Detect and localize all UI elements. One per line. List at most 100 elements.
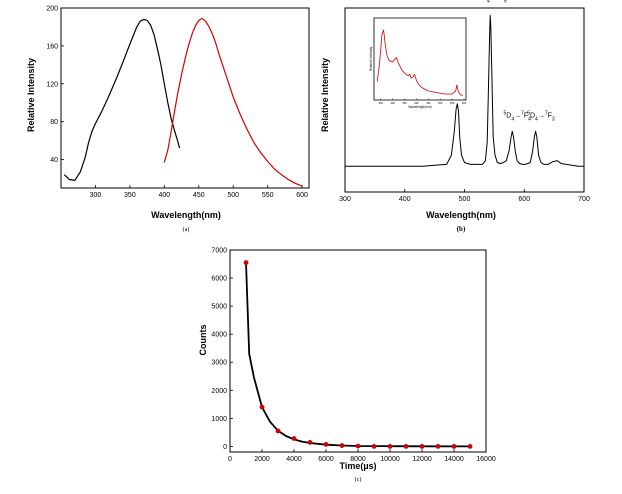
data-point-c xyxy=(435,443,441,449)
annotation-part: 4 xyxy=(487,0,490,4)
a-ytick-label: 200 xyxy=(46,6,58,13)
annotation-part: → xyxy=(490,0,497,1)
inset-xtick-label: 300 xyxy=(390,101,395,105)
annotation-part: 7 xyxy=(545,110,548,116)
a-ytick-label: 40 xyxy=(50,157,58,164)
inset-xtick-label: 400 xyxy=(414,101,419,105)
c-xtick-label: 2000 xyxy=(254,456,270,463)
data-point-c xyxy=(259,404,265,410)
annotation-part: D xyxy=(482,0,487,1)
caption-a: (a) xyxy=(183,226,190,233)
caption-b: (b) xyxy=(457,225,466,233)
inset-ylabel: Relative Intensity xyxy=(369,46,373,71)
c-ytick-label: 5000 xyxy=(211,304,227,311)
inset-xtick-label: 450 xyxy=(426,101,431,105)
fit-curve-c xyxy=(245,262,471,448)
annotation-part: D xyxy=(506,112,511,119)
c-ytick-label: 7000 xyxy=(211,248,227,255)
data-point-c xyxy=(339,443,345,448)
annotation-part: 4 xyxy=(535,116,538,122)
annotation-part: 4 xyxy=(528,116,531,122)
plot-frame-a xyxy=(60,7,310,189)
c-xtick-label: 14000 xyxy=(444,456,464,463)
annotation-part: → xyxy=(514,112,521,119)
c-ytick-label: 0 xyxy=(223,444,227,451)
xlabel-c: Time(µs) xyxy=(339,461,376,471)
b-xtick-label: 500 xyxy=(459,196,471,203)
annotation-part: F xyxy=(524,112,528,119)
c-xtick-label: 16000 xyxy=(476,456,496,463)
b-xtick-label: 400 xyxy=(399,196,411,203)
data-point-c xyxy=(323,442,329,447)
panel-c: Counts Time(µs) (c) 0 2000 4000 6000 8000 100… xyxy=(180,240,510,489)
inset-xtick-label: 600 xyxy=(462,101,467,105)
a-xtick-label: 550 xyxy=(262,192,274,199)
series-a-0-line xyxy=(63,18,181,181)
annotation-part: F xyxy=(500,0,504,1)
inset-xtick-label: 250 xyxy=(379,101,384,105)
ylabel-a: Relative Intensity xyxy=(26,58,36,132)
annotation-part: 5 xyxy=(527,110,530,116)
peak-annotation: 5D4→7F3 xyxy=(527,110,555,122)
ylabel-c: Counts xyxy=(198,325,208,356)
a-xtick-label: 500 xyxy=(227,192,239,199)
chart-c: Counts Time(µs) (c) 0 2000 4000 6000 8000 100… xyxy=(198,248,496,484)
panel-a: Relative Intensity Wavelength(nm) (a) 30… xyxy=(0,0,318,240)
peak-annotation: 5D4→7F5 xyxy=(479,0,507,4)
inset-series-0-line xyxy=(376,29,463,96)
data-point-c xyxy=(275,428,281,434)
c-xtick-label: 6000 xyxy=(318,456,334,463)
inset-xtick-label: 550 xyxy=(450,101,455,105)
annotation-part: F xyxy=(548,112,552,119)
a-xtick-label: 350 xyxy=(124,192,136,199)
xlabel-a: Wavelength(nm) xyxy=(151,210,221,220)
c-ytick-label: 6000 xyxy=(211,276,227,283)
inset-xtick-label: 500 xyxy=(438,101,443,105)
data-point-c xyxy=(355,443,361,449)
a-ytick-label: 160 xyxy=(46,43,58,50)
c-ytick-label: 4000 xyxy=(211,332,227,339)
data-point-c xyxy=(307,440,313,445)
data-point-c xyxy=(419,443,425,449)
plot-frame-c xyxy=(229,249,487,453)
data-point-c xyxy=(403,443,409,449)
a-xtick-label: 400 xyxy=(158,192,170,199)
data-point-c xyxy=(371,443,377,449)
panel-b: Relative Intensity Wavelength(nm) (b) 30… xyxy=(318,0,622,240)
ylabel-b: Relative Intensity xyxy=(320,58,330,132)
peak-annotation: 5D4→7F4 xyxy=(503,110,531,122)
c-xtick-label: 0 xyxy=(228,456,232,463)
c-xtick-label: 4000 xyxy=(286,456,302,463)
c-xtick-label: 12000 xyxy=(412,456,432,463)
b-xtick-label: 600 xyxy=(518,196,530,203)
caption-c: (c) xyxy=(355,476,362,483)
b-xtick-label: 700 xyxy=(578,196,590,203)
inset-frame xyxy=(373,17,467,101)
data-point-c xyxy=(291,436,297,441)
a-xtick-label: 450 xyxy=(193,192,205,199)
c-xtick-label: 10000 xyxy=(380,456,400,463)
series-a-1-line xyxy=(163,17,303,187)
xlabel-b: Wavelength(nm) xyxy=(426,210,496,220)
data-point-c xyxy=(387,443,393,449)
inset-xlabel: Wavelength(nm) xyxy=(408,105,431,109)
a-xtick-label: 600 xyxy=(296,192,308,199)
chart-b: Relative Intensity Wavelength(nm) (b) 30… xyxy=(320,0,590,233)
series-b-0-line xyxy=(345,14,584,167)
annotation-part: 5 xyxy=(504,0,507,4)
a-xtick-label: 300 xyxy=(90,192,102,199)
annotation-part: 5 xyxy=(503,110,506,116)
annotation-part: D xyxy=(530,112,535,119)
annotation-part: 3 xyxy=(552,116,555,122)
data-point-c xyxy=(243,260,249,266)
data-point-c xyxy=(451,443,457,449)
c-xtick-label: 8000 xyxy=(350,456,366,463)
a-ytick-label: 120 xyxy=(46,81,58,88)
b-xtick-label: 300 xyxy=(339,196,351,203)
data-point-c xyxy=(467,443,473,449)
chart-a: Relative Intensity Wavelength(nm) (a) 30… xyxy=(26,6,310,233)
annotation-part: → xyxy=(538,112,545,119)
annotation-part: 4 xyxy=(511,116,514,122)
c-ytick-label: 3000 xyxy=(211,360,227,367)
c-ytick-label: 1000 xyxy=(211,416,227,423)
